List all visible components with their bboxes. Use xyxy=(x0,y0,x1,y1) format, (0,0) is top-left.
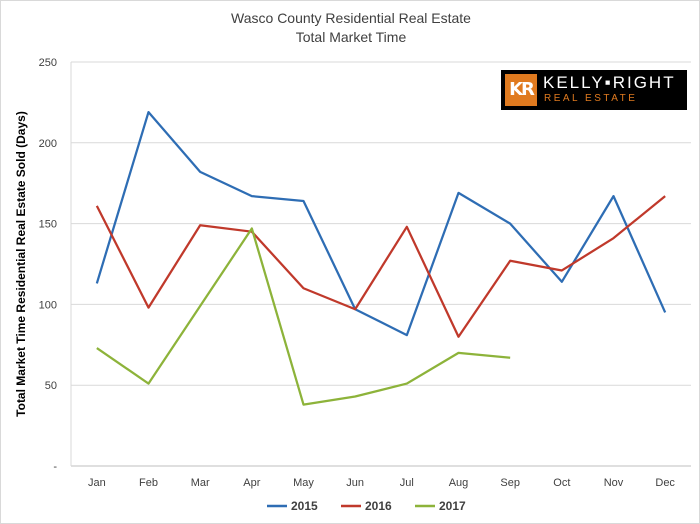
x-tick-label: Mar xyxy=(191,477,210,489)
kelly-right-logo: KR KELLY▪RIGHT REAL ESTATE xyxy=(501,70,687,110)
legend-label-2016: 2016 xyxy=(365,499,392,513)
legend-label-2017: 2017 xyxy=(439,499,466,513)
logo-brand-subtitle: REAL ESTATE xyxy=(544,93,638,104)
series-line-2017 xyxy=(96,227,511,406)
y-tick-label: 200 xyxy=(39,138,57,150)
x-tick-label: May xyxy=(293,477,314,489)
y-tick-label: - xyxy=(53,461,57,473)
x-tick-label: Dec xyxy=(655,477,675,489)
x-tick-label: Sep xyxy=(500,477,520,489)
x-tick-label: Aug xyxy=(449,477,469,489)
legend-label-2015: 2015 xyxy=(291,499,318,513)
x-tick-label: Jan xyxy=(88,477,106,489)
chart-subtitle: Total Market Time xyxy=(295,29,407,45)
y-tick-label: 250 xyxy=(39,57,57,69)
y-axis-label: Total Market Time Residential Real Estat… xyxy=(14,111,28,417)
chart-title: Wasco County Residential Real Estate xyxy=(231,10,471,26)
x-tick-label: Feb xyxy=(139,477,158,489)
x-tick-label: Nov xyxy=(604,477,624,489)
logo-brand-name: KELLY▪RIGHT xyxy=(543,73,676,92)
kr-logo-icon: KR xyxy=(505,74,537,106)
y-tick-label: 50 xyxy=(45,380,57,392)
x-tick-label: Jun xyxy=(346,477,364,489)
series-line-2016 xyxy=(95,195,666,338)
x-tick-label: Oct xyxy=(553,477,570,489)
x-tick-label: Apr xyxy=(243,477,260,489)
series-line-2015 xyxy=(95,110,667,337)
x-tick-label: Jul xyxy=(400,477,414,489)
y-tick-label: 100 xyxy=(39,299,57,311)
y-tick-label: 150 xyxy=(39,219,57,231)
